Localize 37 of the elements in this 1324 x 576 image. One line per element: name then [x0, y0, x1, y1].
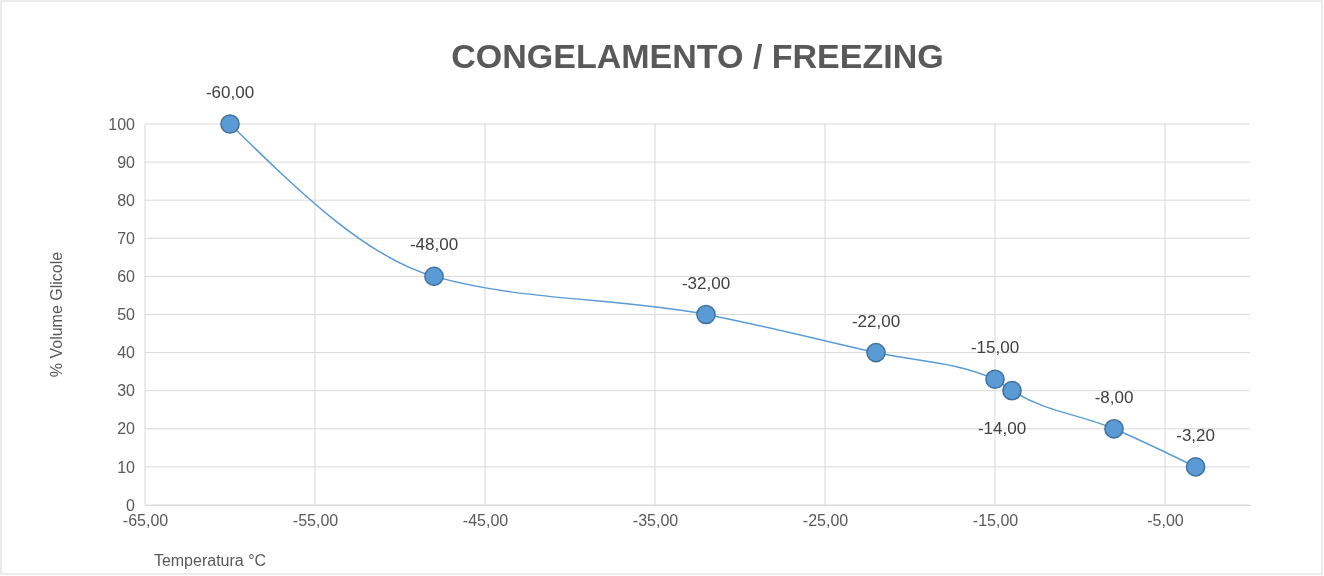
chart-title: CONGELAMENTO / FREEZING: [451, 37, 944, 75]
y-tick-label: 100: [108, 115, 136, 133]
point: [985, 369, 1005, 390]
y-tick-label: 30: [117, 382, 136, 400]
y-tick-label: 10: [117, 458, 136, 476]
point: [220, 114, 240, 134]
x-tick-label: -45,00: [462, 512, 509, 530]
x-tick-label: -5,00: [1147, 512, 1184, 530]
y-axis-title: % Volume Glicole: [48, 251, 65, 378]
annotation: -15,00: [970, 338, 1020, 358]
point: [1002, 380, 1022, 401]
annotation: -48,00: [409, 235, 459, 255]
y-tick-label: 70: [117, 229, 136, 247]
x-tick-label: -65,00: [122, 512, 169, 530]
y-tick-label: 20: [117, 420, 136, 438]
x-tick-label: -35,00: [632, 512, 679, 530]
point: [696, 304, 716, 325]
y-tick-label: 40: [117, 344, 136, 362]
annotation: -32,00: [681, 273, 731, 293]
x-axis-title: Temperatura °C: [153, 552, 267, 569]
y-tick-label: 50: [117, 306, 136, 324]
annotation: -3,20: [1176, 425, 1215, 445]
x-tick-label: -55,00: [292, 512, 339, 530]
annotation: -60,00: [205, 83, 255, 102]
x-tick-label: -15,00: [972, 512, 1019, 530]
point: [1104, 418, 1124, 439]
annotation: -22,00: [851, 311, 901, 331]
y-tick-label: 80: [117, 191, 136, 209]
point: [866, 342, 886, 363]
annotation: -14,00: [977, 418, 1027, 438]
y-tick-label: 90: [117, 153, 136, 171]
annotation: -8,00: [1094, 387, 1134, 407]
x-tick-label: -25,00: [802, 512, 849, 530]
y-tick-label: 60: [117, 268, 136, 286]
point: [1185, 457, 1206, 477]
y-tick-label: 0: [126, 496, 136, 514]
point: [424, 266, 444, 287]
